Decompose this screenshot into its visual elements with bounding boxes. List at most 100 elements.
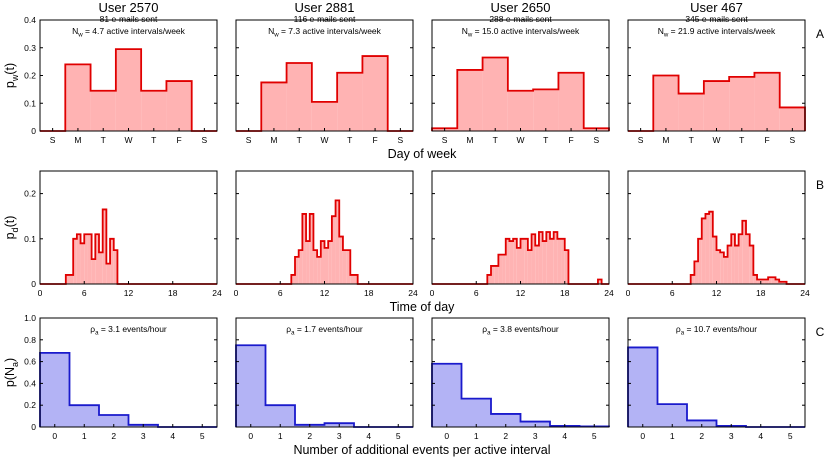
histogram-bar — [701, 218, 706, 284]
y-axis-label-text-rest: (t) — [3, 63, 17, 75]
histogram-bar — [73, 238, 77, 284]
panel-annotation-rest: = 3.8 events/hour — [490, 324, 558, 334]
panel-annotation-main: ρ — [482, 324, 487, 334]
histogram-bar — [757, 279, 761, 284]
panel-annotation-main: N — [462, 26, 468, 36]
y-tick-label: 0.4 — [24, 15, 36, 25]
histogram-bar — [286, 63, 312, 132]
x-tick-label: 5 — [592, 431, 597, 441]
panel-A-3: S M T W T F S Nw = 15.0 active intervals/week — [431, 19, 610, 145]
x-tick-label: 2 — [111, 431, 116, 441]
panel-B-3: 0 6 12 18 24 — [430, 170, 614, 298]
x-tick-label: 6 — [278, 288, 283, 298]
panel-annotation-rest: = 21.9 active intervals/week — [668, 26, 776, 36]
histogram-bar — [550, 238, 554, 284]
x-tick-label: 0 — [626, 288, 631, 298]
y-tick-label: 0.1 — [24, 234, 36, 244]
x-tick-label: 2 — [699, 431, 704, 441]
histogram-outline — [40, 208, 217, 285]
y-axis-label-text-rest: ) — [3, 358, 17, 362]
x-axis-label: Time of day — [390, 300, 456, 314]
x-tick-label: 12 — [124, 288, 134, 298]
panel-annotation-rest: = 4.7 active intervals/week — [83, 26, 186, 36]
panel-annotation: Nw = 4.7 active intervals/week — [72, 26, 186, 39]
x-tick-label: S — [790, 135, 796, 145]
histogram-bar — [311, 101, 338, 131]
y-axis-label-text-sub: w — [10, 74, 20, 82]
histogram-bar — [482, 57, 508, 131]
panel-label-B: B — [816, 178, 824, 192]
histogram-bar — [306, 241, 310, 284]
x-tick-label: 24 — [604, 288, 614, 298]
user-title: User 467 — [690, 0, 743, 15]
x-tick-label: F — [568, 135, 573, 145]
x-tick-label: 3 — [337, 431, 342, 441]
histogram-bar — [110, 238, 114, 284]
histogram-bar — [628, 347, 658, 427]
histogram-bar — [775, 279, 780, 284]
x-tick-label: S — [594, 135, 600, 145]
panel-annotation-rest: = 1.7 events/hour — [294, 324, 362, 334]
histogram-bar — [507, 90, 534, 131]
x-tick-label: W — [712, 135, 720, 145]
y-tick-label: 0.2 — [24, 400, 36, 410]
histogram-bar — [317, 256, 321, 284]
panel-annotation: ρa = 10.7 events/hour — [676, 324, 757, 337]
histogram-bar — [487, 274, 491, 284]
histogram-bar — [102, 209, 107, 284]
histogram-bar — [339, 236, 343, 284]
histogram-bar — [491, 265, 495, 284]
x-tick-label: 4 — [758, 431, 763, 441]
histogram-bar — [779, 281, 783, 284]
histogram-bar — [703, 81, 730, 131]
histogram-bar — [457, 69, 483, 131]
x-tick-label: 4 — [170, 431, 175, 441]
histogram-bar — [95, 234, 99, 284]
histogram-bar — [524, 238, 528, 284]
x-tick-label: 18 — [560, 288, 570, 298]
histogram-bar — [113, 250, 118, 284]
histogram-bar — [657, 404, 687, 427]
histogram-bar — [558, 72, 584, 131]
x-tick-label: 6 — [474, 288, 479, 298]
panel-annotation-sub: w — [273, 32, 279, 39]
histogram-bar — [461, 398, 491, 427]
x-tick-label: 1 — [82, 431, 87, 441]
histogram-bar — [141, 90, 167, 131]
histogram-bar — [91, 259, 96, 284]
panel-annotation-sub: a — [487, 330, 491, 337]
y-axis-label-text: p(Na) — [3, 358, 20, 387]
plot-frame — [39, 170, 218, 285]
panel-label-A: A — [816, 27, 824, 41]
x-tick-label: M — [270, 135, 277, 145]
histogram-bar — [265, 405, 295, 427]
histogram-bar — [749, 245, 754, 284]
panel-A-4: S M T W T F S Nw = 21.9 active intervals/week — [627, 19, 806, 145]
histogram-bar — [723, 256, 728, 284]
histogram-bar — [298, 250, 303, 284]
histogram-bar — [80, 243, 85, 284]
histogram-bar — [342, 250, 347, 284]
x-tick-label: 3 — [533, 431, 538, 441]
x-tick-label: 0 — [640, 431, 645, 441]
panel-annotation-sub: w — [467, 32, 473, 39]
histogram-bar — [335, 200, 340, 284]
x-tick-label: 0 — [234, 288, 239, 298]
histogram-bar — [712, 236, 717, 284]
x-tick-label: 12 — [516, 288, 526, 298]
x-axis-label: Day of week — [388, 147, 458, 161]
x-tick-label: 5 — [200, 431, 205, 441]
histogram-bar — [709, 211, 713, 284]
histogram-bar — [779, 107, 805, 131]
histogram-bar — [564, 250, 569, 284]
x-tick-label: S — [638, 135, 644, 145]
plot-frame — [627, 317, 806, 428]
histogram-bar — [337, 72, 363, 131]
x-tick-label: T — [101, 135, 106, 145]
panel-annotation-rest: = 15.0 active intervals/week — [472, 26, 580, 36]
y-axis-label: pw(t) — [3, 63, 20, 88]
x-tick-label: S — [398, 135, 404, 145]
x-tick-label: 5 — [788, 431, 793, 441]
histogram-bar — [65, 64, 91, 131]
